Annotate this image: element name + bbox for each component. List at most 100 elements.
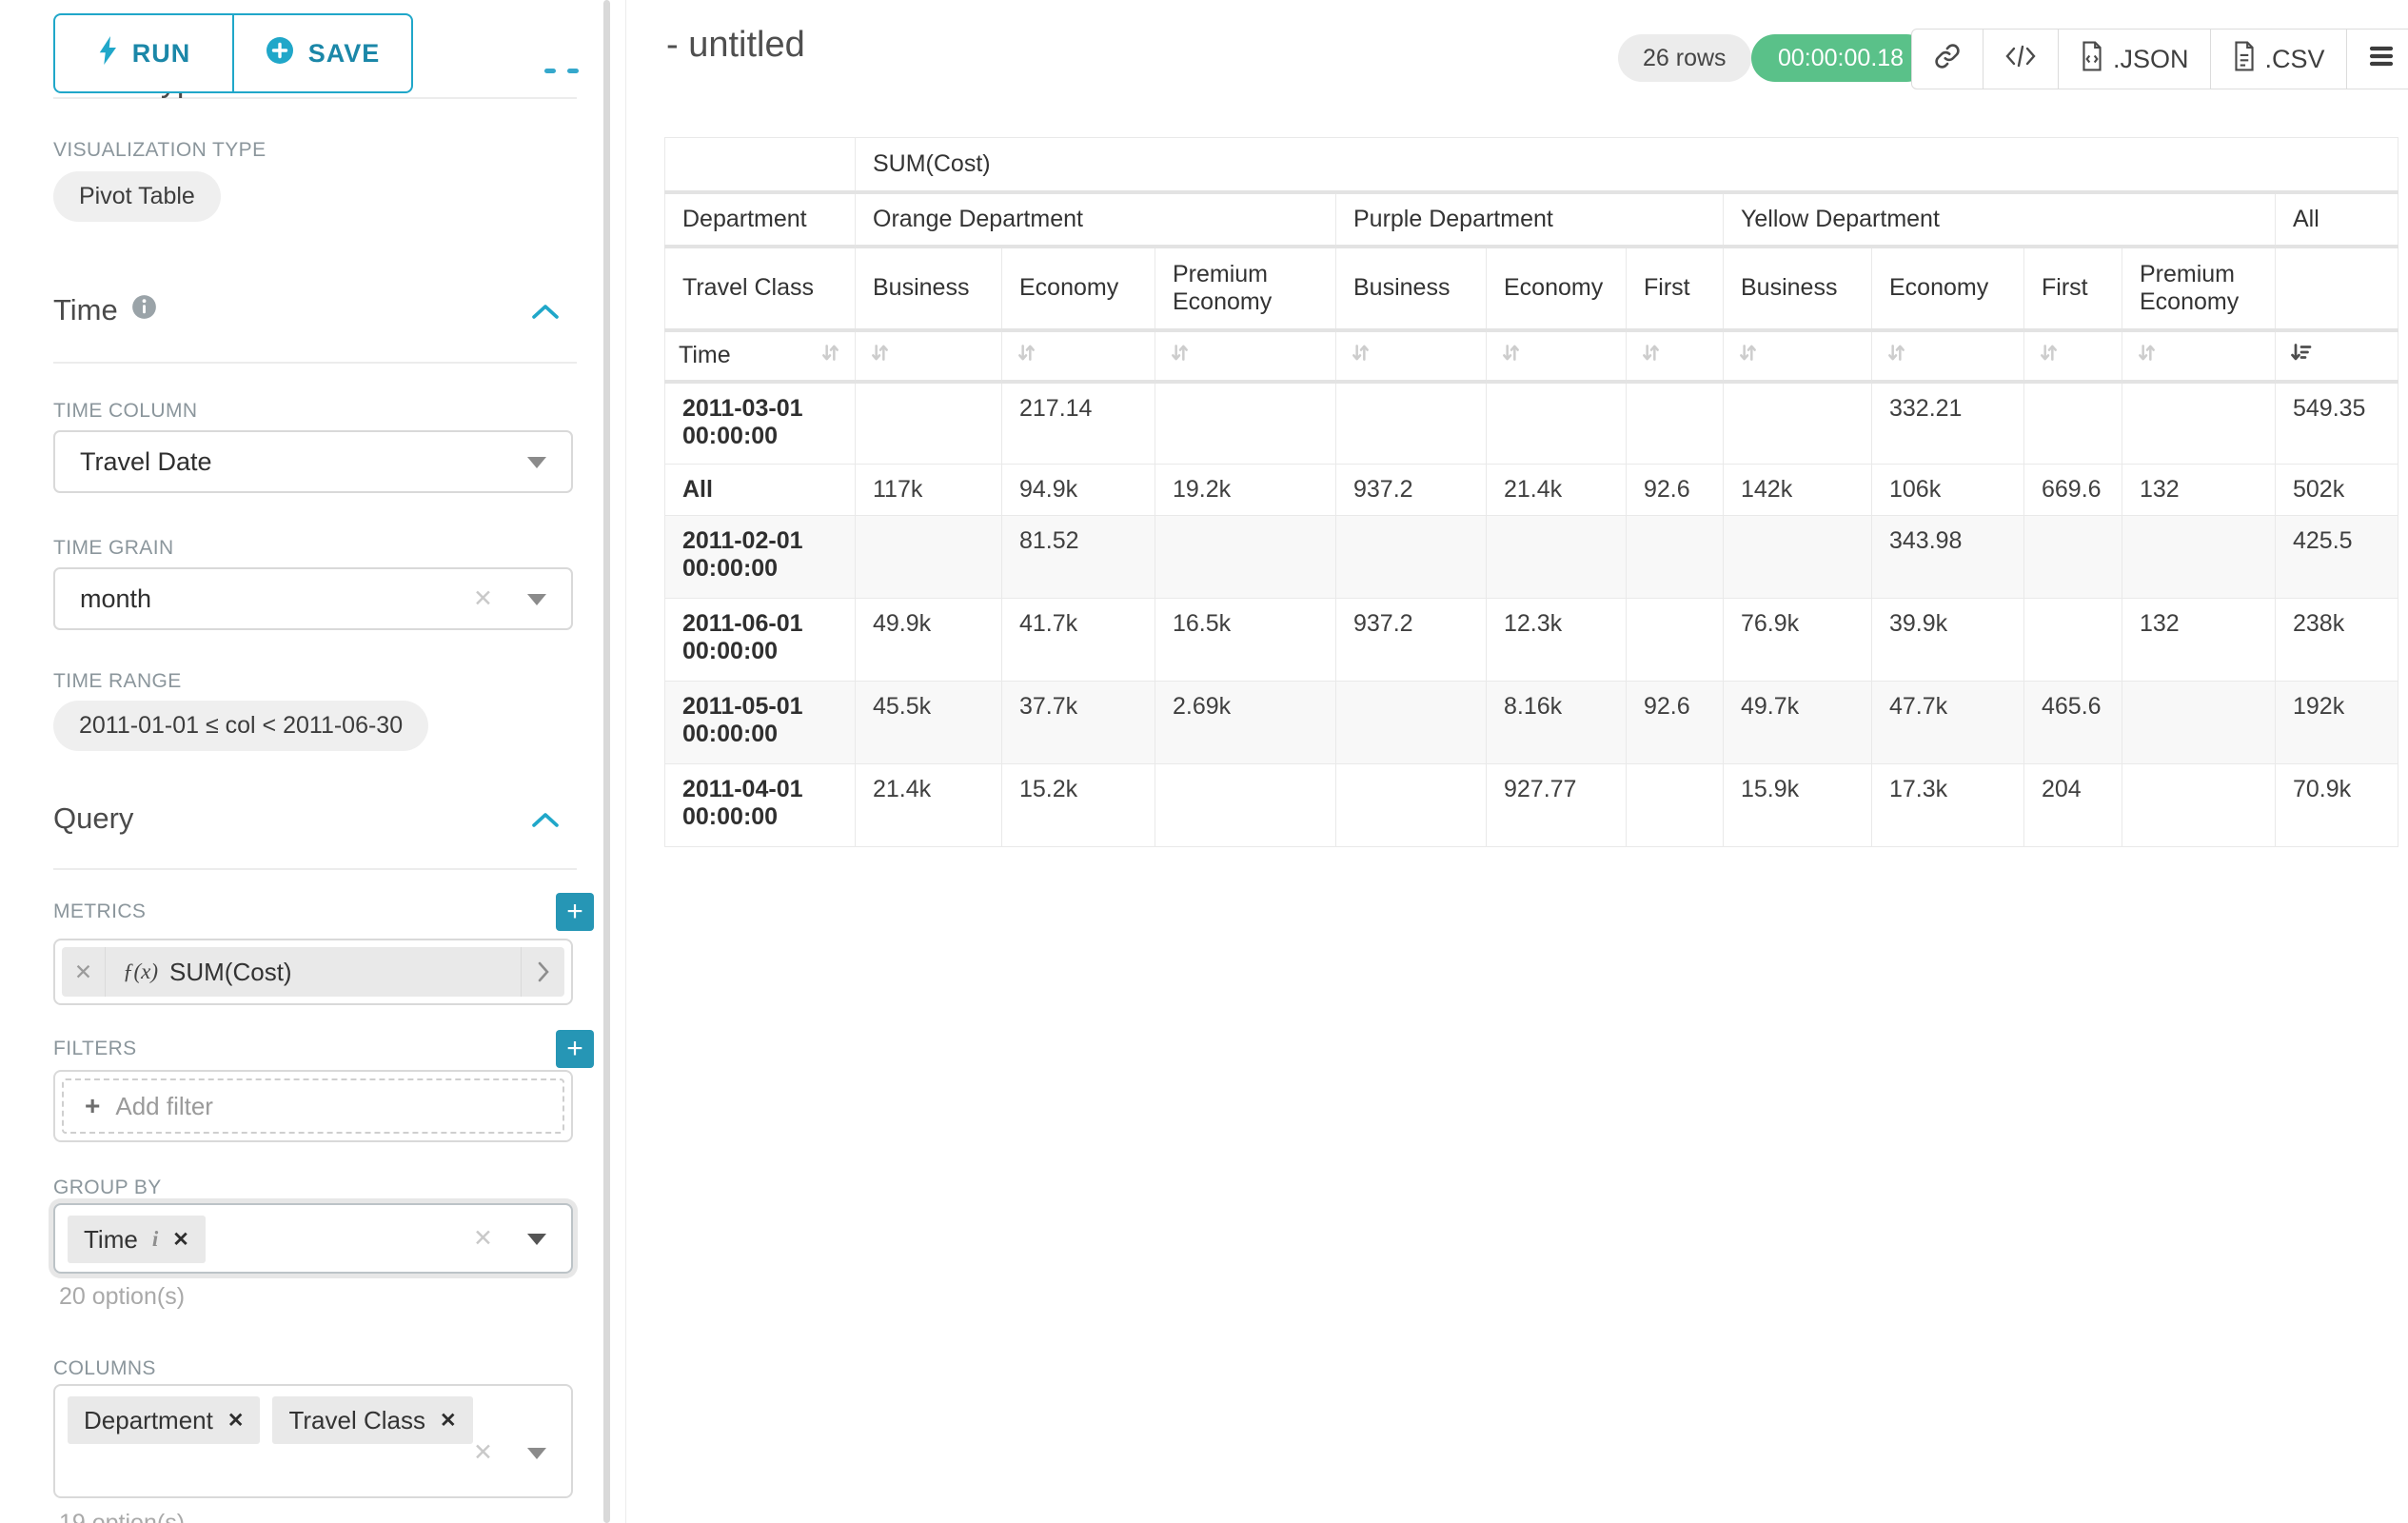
- sort-icon[interactable]: [819, 342, 841, 370]
- time-section-title: Time: [53, 293, 118, 326]
- remove-tag-icon[interactable]: ✕: [227, 1409, 245, 1432]
- sort-icon[interactable]: [1169, 343, 1191, 369]
- visualization-type-label: VISUALIZATION TYPE: [53, 139, 266, 161]
- pivot-value-cell: [2023, 515, 2122, 599]
- column-header: First: [1626, 246, 1724, 332]
- info-icon: [131, 293, 157, 327]
- panel-resize-dot[interactable]: [567, 69, 579, 73]
- row-label: 2011-04-01 00:00:00: [664, 763, 856, 847]
- chevron-right-icon[interactable]: [521, 947, 564, 997]
- row-count-badge: 26 rows: [1618, 34, 1751, 82]
- sort-icon[interactable]: [1885, 343, 1907, 369]
- remove-tag-icon[interactable]: ✕: [172, 1228, 189, 1251]
- time-grain-label: TIME GRAIN: [53, 537, 174, 559]
- clear-icon[interactable]: ✕: [473, 585, 493, 612]
- pivot-value-cell: 204: [2023, 763, 2122, 847]
- pivot-value-cell: [1335, 681, 1487, 764]
- metric-pill[interactable]: ✕ ƒ(x) SUM(Cost): [62, 947, 564, 997]
- csv-file-icon: [2232, 41, 2257, 78]
- pivot-value-cell: 41.7k: [1001, 598, 1155, 682]
- pivot-value-cell: [1486, 381, 1627, 465]
- divider: [53, 97, 577, 99]
- add-filter-button[interactable]: + Add filter: [62, 1078, 564, 1134]
- pivot-value-cell: [1335, 381, 1487, 465]
- selected-option-tag[interactable]: Travel Class ✕: [272, 1396, 473, 1444]
- group-by-options-hint: 20 option(s): [59, 1283, 186, 1310]
- selected-option-tag[interactable]: Time i ✕: [68, 1216, 206, 1263]
- remove-metric-icon[interactable]: ✕: [62, 947, 106, 997]
- sort-column-cell: [1335, 329, 1487, 384]
- sort-icon[interactable]: [1350, 343, 1372, 369]
- metrics-control: ✕ ƒ(x) SUM(Cost): [53, 939, 573, 1005]
- pivot-value-cell: 12.3k: [1486, 598, 1627, 682]
- sort-icon[interactable]: [2136, 343, 2158, 369]
- sort-column-cell: [2122, 329, 2276, 384]
- query-timer-badge: 00:00:00.18: [1751, 34, 1931, 82]
- time-grain-select[interactable]: month ✕: [53, 567, 573, 630]
- time-section-collapse[interactable]: [531, 303, 560, 325]
- menu-button[interactable]: [2347, 30, 2408, 89]
- run-button[interactable]: RUN: [55, 15, 234, 91]
- pivot-value-cell: [1626, 515, 1724, 599]
- pivot-value-cell: 142k: [1723, 464, 1872, 516]
- chart-title[interactable]: - untitled: [666, 25, 805, 65]
- lightning-icon: [97, 35, 118, 71]
- sort-icon[interactable]: [1737, 343, 1759, 369]
- sort-icon[interactable]: [2038, 343, 2060, 369]
- query-section-collapse[interactable]: [531, 811, 560, 833]
- query-section-heading: Query: [53, 801, 133, 836]
- pivot-value-cell: [1155, 763, 1336, 847]
- pivot-value-cell: 106k: [1871, 464, 2024, 516]
- sort-icon[interactable]: [869, 343, 891, 369]
- sort-column-cell: [1155, 329, 1336, 384]
- link-icon: [1933, 42, 1962, 77]
- visualization-type-pill[interactable]: Pivot Table: [53, 171, 221, 222]
- chevron-up-icon: [531, 813, 560, 832]
- column-group-header: Purple Department: [1335, 191, 1724, 248]
- time-label: Time: [679, 342, 731, 368]
- remove-tag-icon[interactable]: ✕: [439, 1409, 457, 1432]
- export-csv-button[interactable]: .CSV: [2211, 30, 2347, 89]
- export-json-button[interactable]: .JSON: [2059, 30, 2211, 89]
- add-metric-button[interactable]: +: [556, 893, 594, 931]
- clear-icon[interactable]: ✕: [473, 1225, 493, 1252]
- tag-label: Department: [84, 1405, 213, 1434]
- pivot-value-cell: 21.4k: [855, 763, 1002, 847]
- pivot-value-cell: 465.6: [2023, 681, 2122, 764]
- link-button[interactable]: [1912, 30, 1984, 89]
- add-filter-plus-button[interactable]: +: [556, 1030, 594, 1068]
- column-header: Economy: [1871, 246, 2024, 332]
- sort-icon[interactable]: [1640, 343, 1662, 369]
- pivot-value-cell: [1723, 381, 1872, 465]
- json-file-icon: [2080, 41, 2104, 78]
- pivot-value-cell: [1155, 515, 1336, 599]
- filters-label: FILTERS: [53, 1038, 137, 1059]
- pivot-value-cell: 8.16k: [1486, 681, 1627, 764]
- panel-resize-dot[interactable]: [544, 69, 556, 73]
- pivot-value-cell: 2.69k: [1155, 681, 1336, 764]
- columns-select[interactable]: Department ✕ Travel Class ✕ ✕: [53, 1384, 573, 1498]
- column-header: Economy: [1486, 246, 1627, 332]
- panel-scrollbar[interactable]: [603, 0, 610, 1523]
- code-icon: [2004, 43, 2037, 76]
- time-column-select[interactable]: Travel Date: [53, 430, 573, 493]
- column-header: Premium Economy: [1155, 246, 1336, 332]
- pivot-value-cell: 343.98: [1871, 515, 2024, 599]
- clear-icon[interactable]: ✕: [473, 1439, 493, 1466]
- code-button[interactable]: [1984, 30, 2059, 89]
- selected-option-tag[interactable]: Department ✕: [68, 1396, 261, 1444]
- pivot-value-cell: [2122, 681, 2276, 764]
- group-by-select[interactable]: Time i ✕ ✕: [53, 1203, 573, 1274]
- pivot-value-cell: [1155, 381, 1336, 465]
- sort-icon[interactable]: [1500, 343, 1522, 369]
- pivot-value-cell: 49.9k: [855, 598, 1002, 682]
- column-header: [2274, 246, 2399, 332]
- columns-label: COLUMNS: [53, 1357, 156, 1379]
- pivot-corner-cell: [664, 137, 856, 194]
- save-button[interactable]: SAVE: [234, 15, 411, 91]
- pivot-value-cell: 132: [2122, 598, 2276, 682]
- time-range-pill[interactable]: 2011-01-01 ≤ col < 2011-06-30: [53, 701, 429, 751]
- sort-icon[interactable]: [1016, 343, 1037, 369]
- sort-desc-active-icon[interactable]: [2289, 343, 2312, 369]
